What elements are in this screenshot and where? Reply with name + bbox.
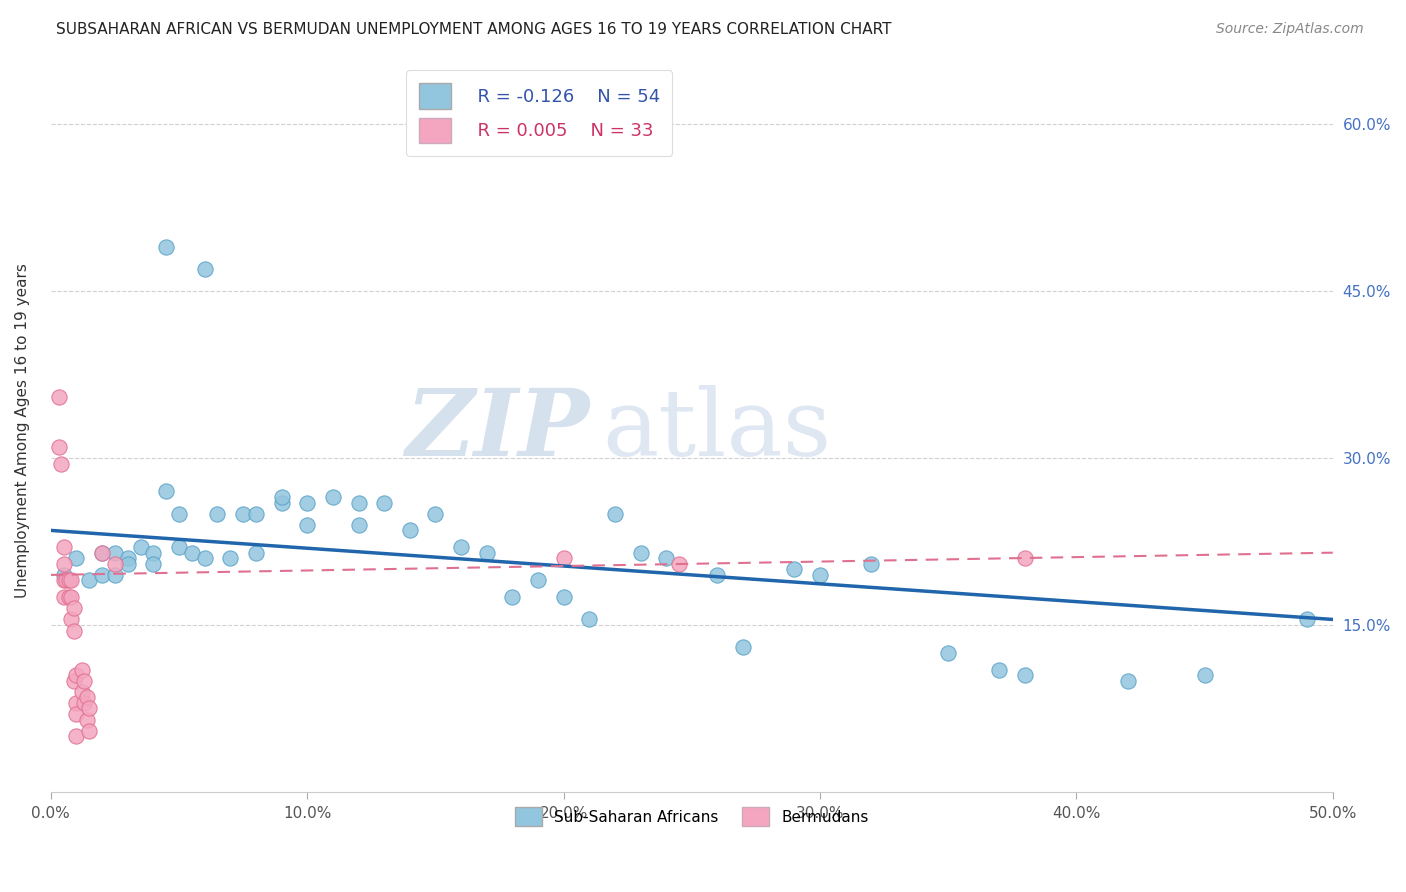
Point	[104, 546, 127, 560]
Point	[219, 551, 242, 566]
Point	[270, 490, 292, 504]
Point	[553, 590, 575, 604]
Point	[65, 696, 87, 710]
Point	[194, 551, 217, 566]
Text: atlas: atlas	[602, 385, 831, 475]
Point	[347, 495, 370, 509]
Point	[70, 663, 93, 677]
Point	[297, 495, 319, 509]
Text: Source: ZipAtlas.com: Source: ZipAtlas.com	[1216, 22, 1364, 37]
Point	[578, 612, 600, 626]
Point	[527, 574, 550, 588]
Point	[808, 568, 831, 582]
Point	[63, 624, 86, 638]
Point	[245, 546, 267, 560]
Point	[52, 574, 75, 588]
Point	[373, 495, 395, 509]
Point	[347, 517, 370, 532]
Point	[988, 663, 1011, 677]
Point	[60, 574, 83, 588]
Point	[142, 557, 165, 571]
Point	[52, 540, 75, 554]
Text: ZIP: ZIP	[405, 385, 589, 475]
Point	[142, 546, 165, 560]
Point	[297, 517, 319, 532]
Point	[76, 690, 98, 705]
Point	[60, 590, 83, 604]
Point	[655, 551, 678, 566]
Point	[1116, 673, 1139, 688]
Point	[63, 601, 86, 615]
Point	[79, 723, 101, 738]
Legend: Sub-Saharan Africans, Bermudans: Sub-Saharan Africans, Bermudans	[506, 798, 877, 835]
Point	[65, 707, 87, 722]
Point	[167, 507, 190, 521]
Point	[52, 557, 75, 571]
Point	[70, 685, 93, 699]
Point	[860, 557, 883, 571]
Point	[129, 540, 152, 554]
Point	[65, 551, 87, 566]
Y-axis label: Unemployment Among Ages 16 to 19 years: Unemployment Among Ages 16 to 19 years	[15, 263, 30, 598]
Point	[58, 590, 80, 604]
Point	[104, 557, 127, 571]
Point	[155, 239, 177, 253]
Point	[104, 568, 127, 582]
Point	[425, 507, 447, 521]
Point	[783, 562, 806, 576]
Point	[79, 574, 101, 588]
Point	[167, 540, 190, 554]
Point	[450, 540, 472, 554]
Point	[58, 574, 80, 588]
Point	[936, 646, 959, 660]
Point	[501, 590, 523, 604]
Point	[270, 495, 292, 509]
Point	[79, 701, 101, 715]
Point	[48, 390, 70, 404]
Point	[398, 524, 420, 538]
Point	[65, 729, 87, 743]
Point	[49, 457, 72, 471]
Point	[73, 696, 96, 710]
Point	[91, 568, 114, 582]
Point	[475, 546, 498, 560]
Point	[668, 557, 690, 571]
Point	[1014, 551, 1036, 566]
Point	[73, 673, 96, 688]
Point	[63, 673, 86, 688]
Point	[117, 557, 139, 571]
Point	[1296, 612, 1319, 626]
Text: SUBSAHARAN AFRICAN VS BERMUDAN UNEMPLOYMENT AMONG AGES 16 TO 19 YEARS CORRELATIO: SUBSAHARAN AFRICAN VS BERMUDAN UNEMPLOYM…	[56, 22, 891, 37]
Point	[322, 490, 344, 504]
Point	[194, 261, 217, 276]
Point	[91, 546, 114, 560]
Point	[1014, 668, 1036, 682]
Point	[76, 713, 98, 727]
Point	[603, 507, 626, 521]
Point	[245, 507, 267, 521]
Point	[1194, 668, 1216, 682]
Point	[91, 546, 114, 560]
Point	[65, 668, 87, 682]
Point	[630, 546, 652, 560]
Point	[553, 551, 575, 566]
Point	[706, 568, 728, 582]
Point	[155, 484, 177, 499]
Point	[60, 612, 83, 626]
Point	[180, 546, 202, 560]
Point	[52, 568, 75, 582]
Point	[232, 507, 254, 521]
Point	[207, 507, 229, 521]
Point	[733, 640, 755, 655]
Point	[117, 551, 139, 566]
Point	[48, 440, 70, 454]
Point	[55, 574, 77, 588]
Point	[52, 590, 75, 604]
